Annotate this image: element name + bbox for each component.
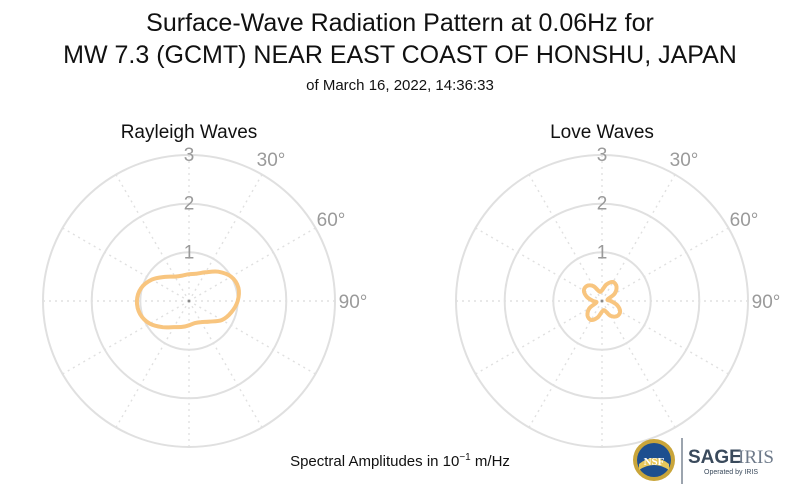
footer-units: Spectral Amplitudes in 10−1 m/Hz (0, 452, 800, 470)
chart-1-ring (42, 154, 336, 448)
operated-by-text: Operated by IRIS (704, 469, 758, 476)
chart-1-ring-label: 1 (184, 242, 195, 263)
chart-1-spoke (115, 300, 190, 428)
chart-title-line1: Surface-Wave Radiation Pattern at 0.06Hz… (146, 9, 654, 37)
footer-exponent: −1 (459, 452, 471, 463)
chart-2-ring-label: 3 (597, 145, 608, 166)
chart-2-ring-label: 1 (597, 242, 608, 263)
chart-2-angle-label: 30° (670, 150, 699, 171)
chart-2-spoke (528, 174, 603, 302)
chart-1-spoke (188, 174, 263, 302)
iris-logo-text: IRIS (738, 447, 774, 468)
chart-2-spoke (601, 300, 676, 428)
chart-2-spoke (601, 174, 676, 302)
nsf-logo-icon: NSF (633, 439, 675, 481)
chart-1-spoke (188, 227, 316, 302)
chart-2-spoke (601, 300, 729, 375)
chart-1-ring (90, 202, 288, 400)
chart-1-angle-label: 90° (339, 292, 368, 313)
chart-1-spoke (62, 300, 190, 375)
chart-2-center (600, 299, 604, 303)
chart-2-ring (503, 202, 701, 400)
chart-1-ring-label: 3 (184, 145, 195, 166)
chart-1-title: Rayleigh Waves (121, 122, 258, 143)
chart-1-angle-label: 60° (317, 210, 346, 231)
chart-1-center (187, 299, 191, 303)
chart-2-ring (455, 154, 749, 448)
chart-2-spoke (528, 300, 603, 428)
nsf-logo-text: NSF (644, 456, 665, 468)
chart-1-spoke (115, 174, 190, 302)
chart-2-radiation-curve (581, 279, 623, 323)
chart-1-angle-label: 30° (257, 150, 286, 171)
chart-title-line2: MW 7.3 (GCMT) NEAR EAST COAST OF HONSHU,… (63, 41, 737, 69)
chart-2-spoke (475, 300, 603, 375)
sage-logo-text: SAGE (688, 447, 742, 468)
chart-1-ring-label: 2 (184, 194, 195, 215)
chart-subtitle: of March 16, 2022, 14:36:33 (306, 77, 494, 94)
chart-2-ring (552, 251, 652, 351)
chart-1-spoke (62, 227, 190, 302)
chart-1-radiation-curve (134, 269, 241, 330)
chart-1-spoke (188, 300, 316, 375)
footer-unit: m/Hz (470, 453, 510, 470)
chart-2-angle-label: 90° (752, 292, 781, 313)
chart-2-spoke (601, 227, 729, 302)
chart-2-angle-label: 60° (730, 210, 759, 231)
footer-text: Spectral Amplitudes in 10 (290, 453, 460, 470)
logo-block: NSF SAGE IRIS Operated by IRIS (633, 438, 774, 484)
chart-2-title: Love Waves (550, 122, 654, 143)
chart-2-ring-label: 2 (597, 194, 608, 215)
chart-2-spoke (475, 227, 603, 302)
